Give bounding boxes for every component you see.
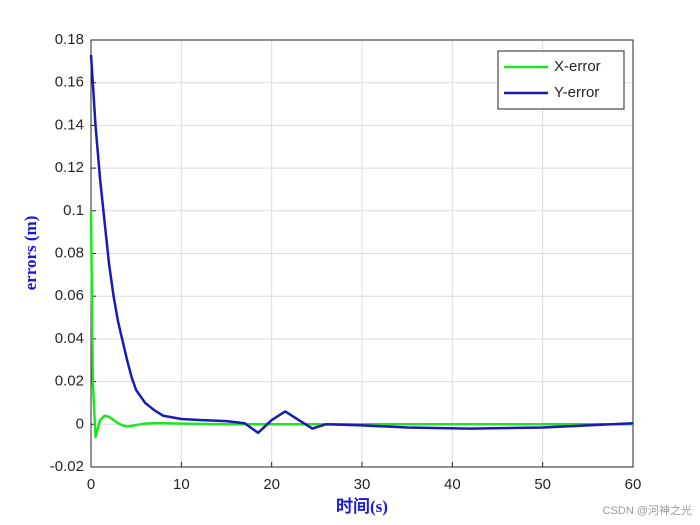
x-tick-label: 10 (173, 476, 190, 493)
y-tick-label: -0.02 (50, 458, 84, 475)
legend-label: X-error (554, 58, 601, 75)
x-tick-label: 40 (444, 476, 461, 493)
y-tick-label: 0.04 (55, 330, 84, 347)
x-tick-label: 0 (87, 476, 95, 493)
y-tick-label: 0.12 (55, 159, 84, 176)
y-tick-label: 0.16 (55, 74, 84, 91)
x-tick-label: 50 (534, 476, 551, 493)
y-tick-label: 0.1 (63, 202, 84, 219)
y-tick-label: 0 (76, 415, 84, 432)
data-line (89, 54, 634, 435)
x-tick-label: 60 (625, 476, 642, 493)
y-tick-label: 0.18 (55, 31, 84, 48)
x-tick-label: 30 (354, 476, 371, 493)
y-tick-label: 0.14 (55, 116, 84, 133)
watermark: CSDN @河神之光 (603, 503, 692, 517)
x-tick-label: 20 (263, 476, 280, 493)
y-tick-label: 0.06 (55, 287, 84, 304)
y-tick-label: 0.02 (55, 373, 84, 390)
legend-box (497, 50, 625, 110)
x-axis-title: 时间(s) (336, 496, 388, 516)
y-axis-title: errors (m) (21, 216, 40, 291)
legend-label: Y-error (554, 84, 599, 101)
y-tick-label: 0.08 (55, 244, 84, 261)
